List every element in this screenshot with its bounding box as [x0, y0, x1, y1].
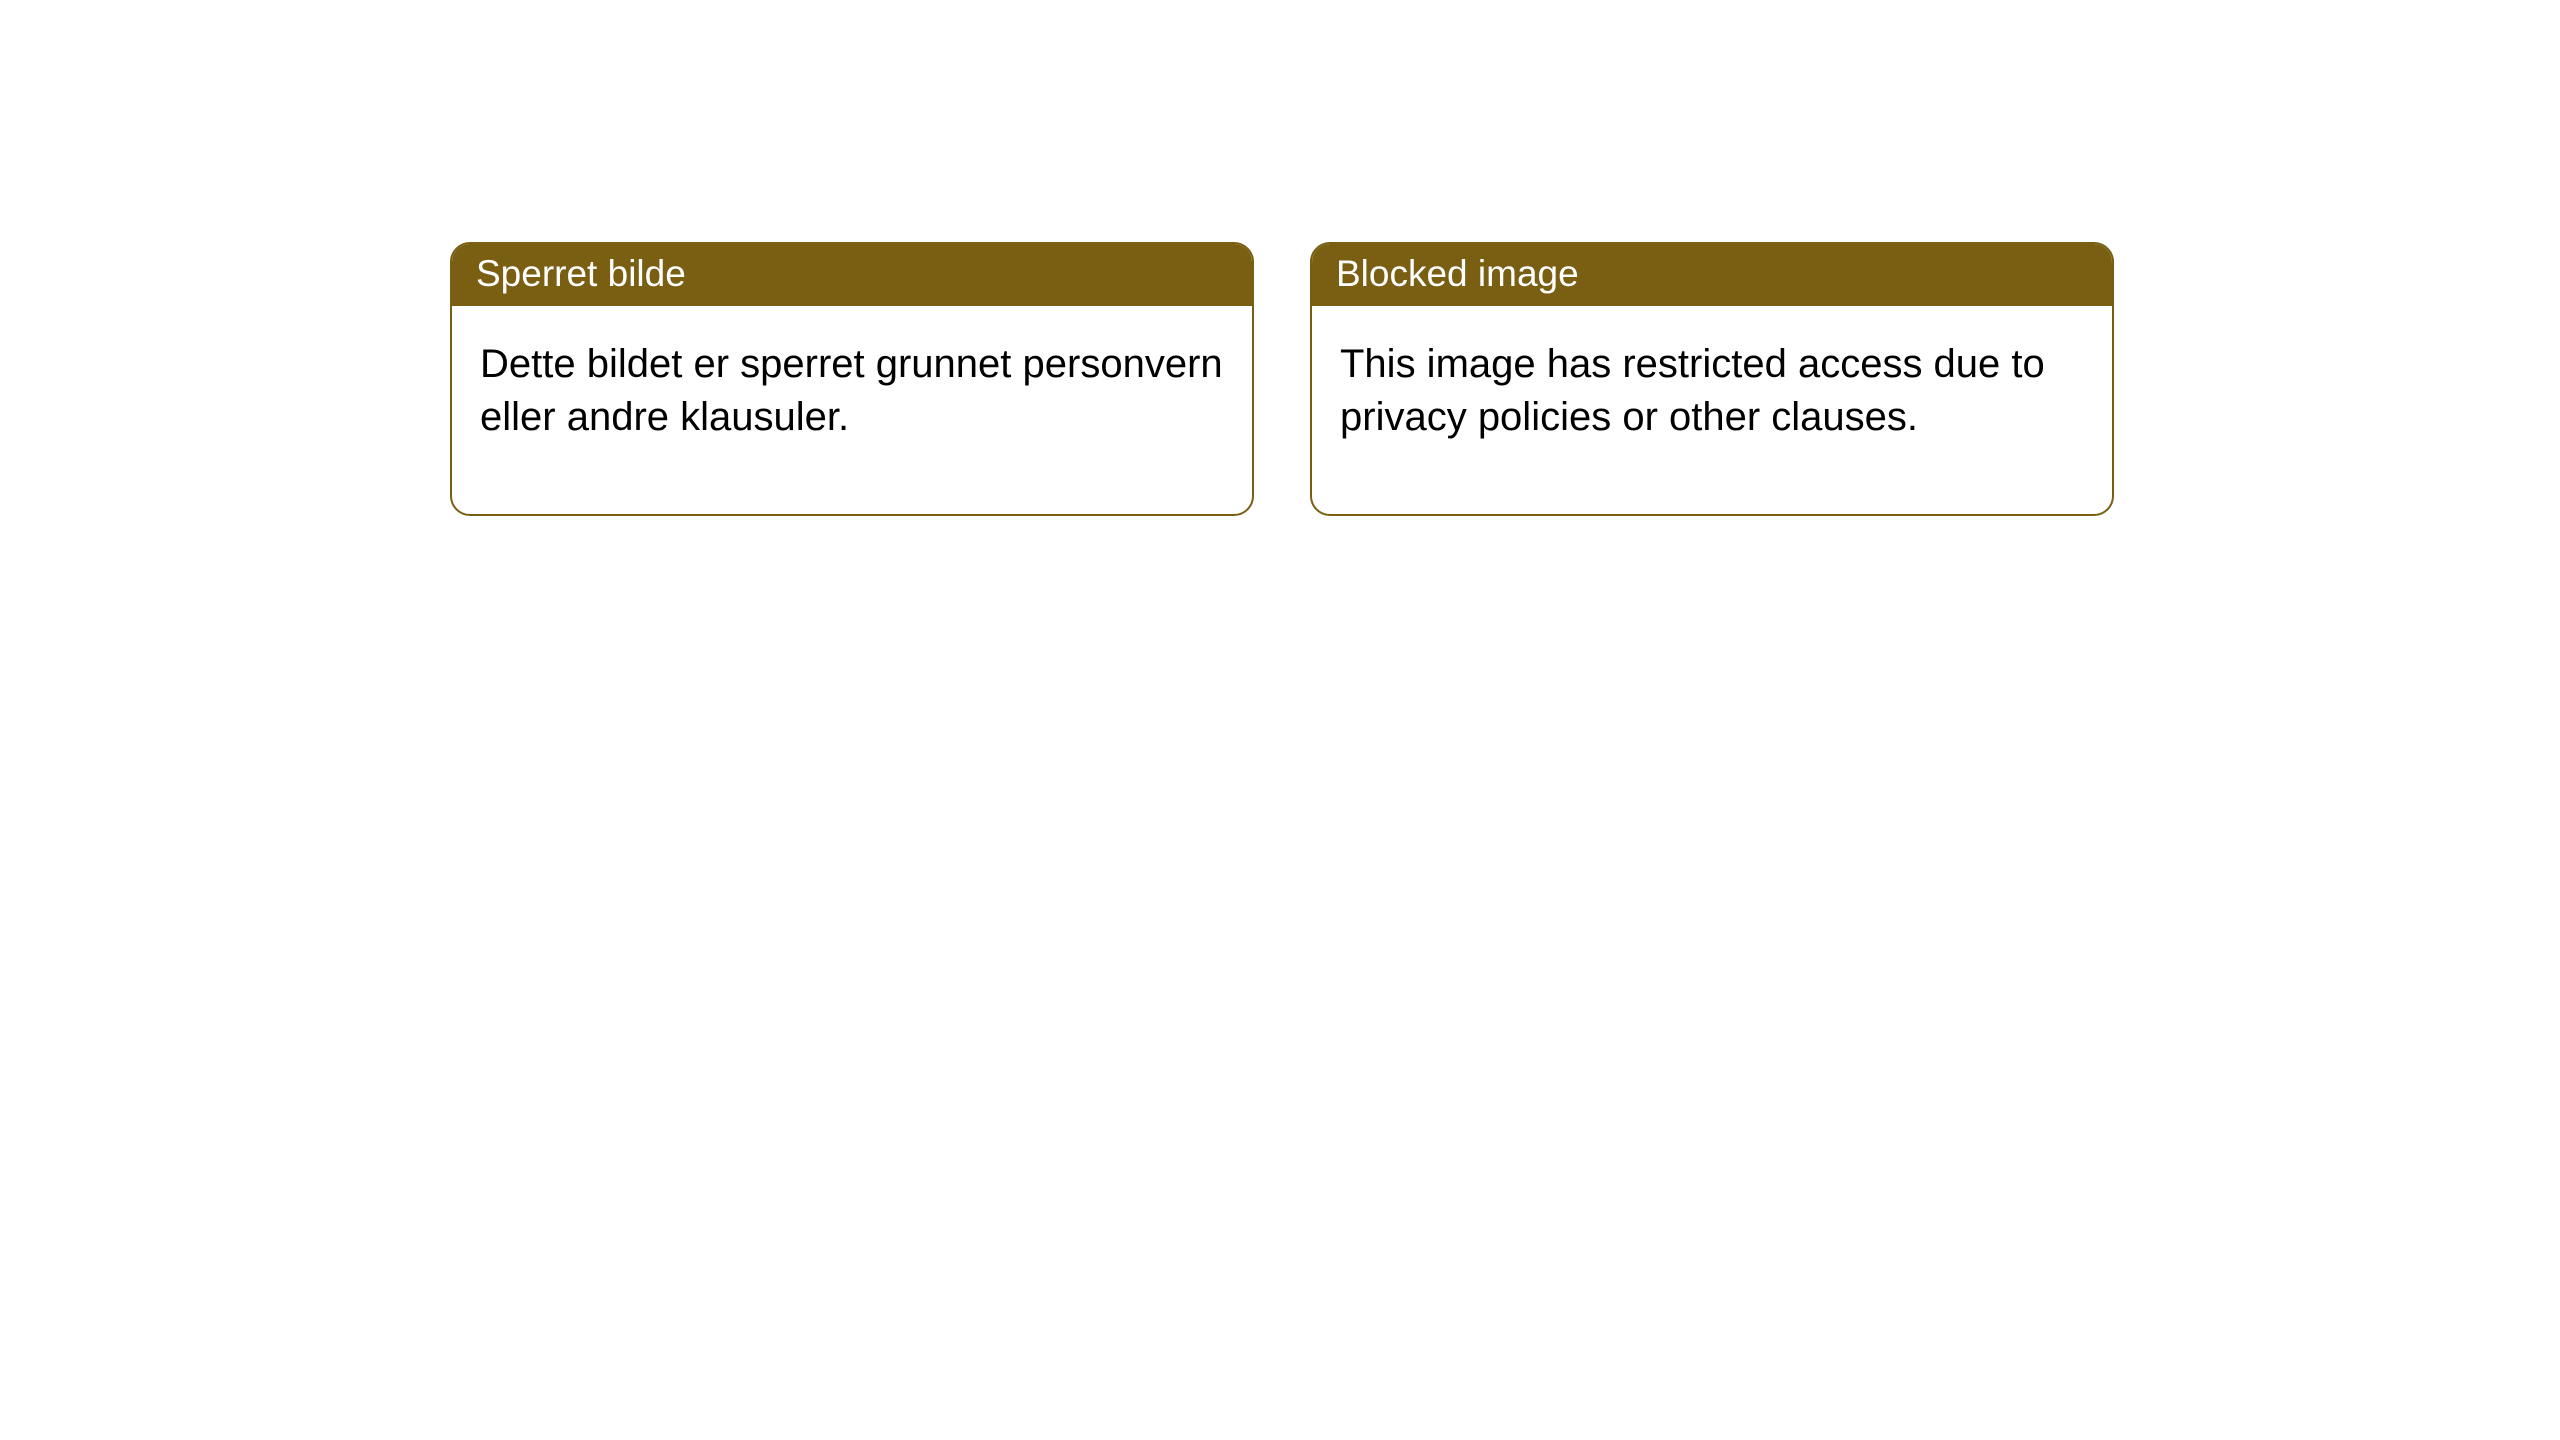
notice-header-english: Blocked image [1312, 244, 2112, 306]
notice-card-norwegian: Sperret bilde Dette bildet er sperret gr… [450, 242, 1254, 516]
notice-card-english: Blocked image This image has restricted … [1310, 242, 2114, 516]
notice-container: Sperret bilde Dette bildet er sperret gr… [450, 242, 2114, 516]
notice-body-english: This image has restricted access due to … [1312, 306, 2112, 514]
notice-header-norwegian: Sperret bilde [452, 244, 1252, 306]
notice-body-norwegian: Dette bildet er sperret grunnet personve… [452, 306, 1252, 514]
